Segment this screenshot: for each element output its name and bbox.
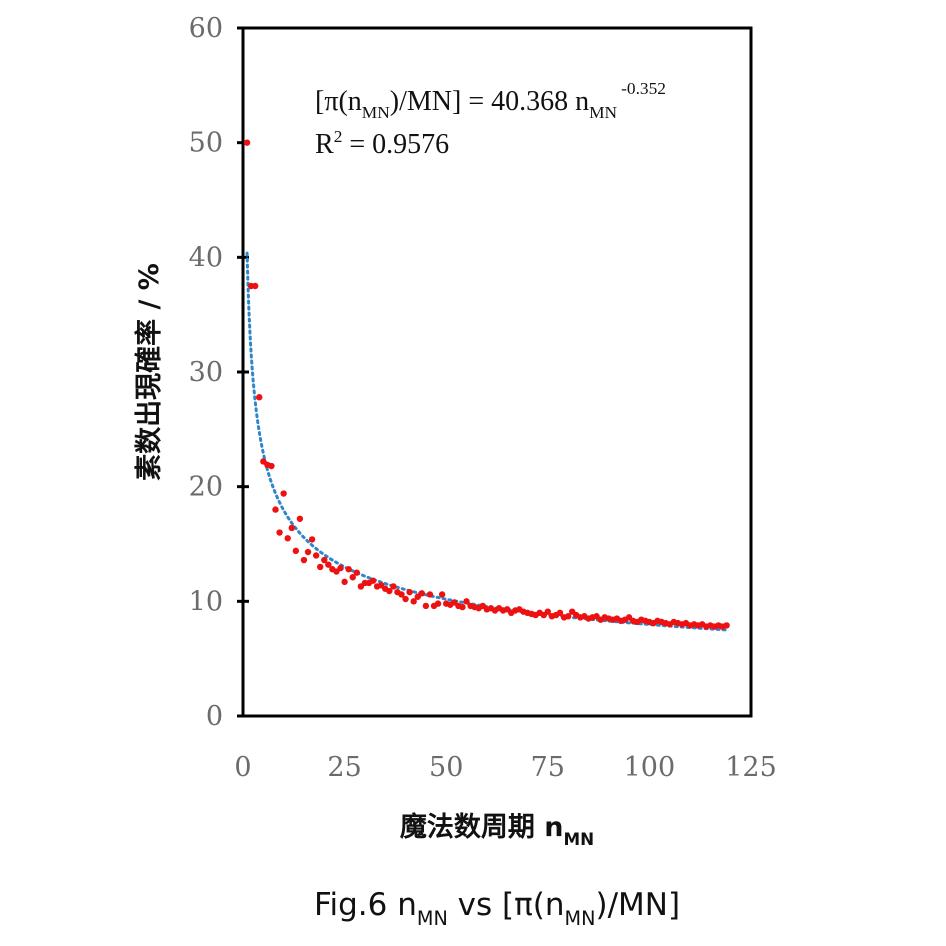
data-point: [304, 548, 312, 556]
data-point: [300, 556, 308, 564]
data-point: [556, 609, 564, 616]
y-tick-labels: 0 10 20 30 40 50 60: [189, 13, 223, 732]
data-point: [296, 515, 304, 522]
data-point: [723, 622, 730, 629]
data-point: [422, 602, 430, 610]
data-point: [341, 578, 348, 586]
data-point: [317, 563, 324, 571]
data-point: [349, 574, 356, 581]
data-point: [418, 590, 426, 597]
data-point: [280, 490, 287, 497]
y-axis-title: 素数出現確率 / %: [133, 263, 165, 481]
x-tick-label: 100: [624, 752, 676, 783]
y-tick-label: 20: [189, 472, 223, 503]
data-points: [243, 139, 730, 630]
data-point: [434, 600, 442, 607]
data-point: [251, 282, 259, 290]
data-point: [410, 598, 417, 605]
data-point: [292, 547, 300, 555]
data-point: [564, 613, 572, 620]
y-tick-label: 30: [189, 357, 223, 388]
x-tick-label: 50: [429, 752, 463, 783]
data-point: [321, 556, 328, 564]
plot-area: [241, 26, 753, 718]
r-squared: R2 = 0.9576: [315, 127, 449, 160]
data-point: [288, 524, 295, 532]
data-point: [390, 583, 397, 590]
data-point: [369, 577, 377, 584]
y-tick-label: 60: [189, 13, 223, 44]
data-point: [402, 595, 409, 603]
trend-equation: [π(nMN)/MN] = 40.368 nMN-0.352: [315, 79, 666, 122]
data-point: [284, 535, 291, 542]
data-point: [268, 462, 275, 470]
data-point: [345, 566, 352, 573]
data-point: [243, 139, 251, 146]
data-point: [325, 561, 332, 568]
data-point: [308, 536, 316, 543]
data-point: [276, 529, 283, 536]
figure-caption: Fig.6 nMN vs [π(nMN)/MN]: [314, 887, 680, 930]
y-tick-label: 0: [206, 701, 223, 732]
data-point: [426, 591, 434, 598]
data-point: [272, 506, 279, 513]
x-tick-label: 25: [327, 752, 361, 783]
y-tick-label: 40: [189, 242, 223, 273]
x-tick-label: 0: [234, 752, 251, 783]
data-point: [312, 552, 320, 559]
x-tick-label: 75: [531, 752, 565, 783]
x-tick-label: 125: [725, 752, 777, 783]
data-point: [459, 603, 466, 611]
data-point: [463, 598, 470, 605]
x-axis-title: 魔法数周期 nMN: [400, 812, 594, 849]
data-point: [386, 587, 393, 595]
data-point: [353, 569, 360, 576]
data-point: [398, 591, 405, 598]
data-point: [406, 588, 413, 596]
data-point: [544, 608, 551, 615]
y-tick-label: 50: [189, 128, 223, 159]
x-tick-labels: 0 25 50 75 100 125: [234, 752, 776, 783]
data-point: [438, 591, 446, 598]
data-point: [256, 394, 263, 401]
y-tick-label: 10: [189, 586, 223, 617]
data-point: [337, 564, 344, 572]
